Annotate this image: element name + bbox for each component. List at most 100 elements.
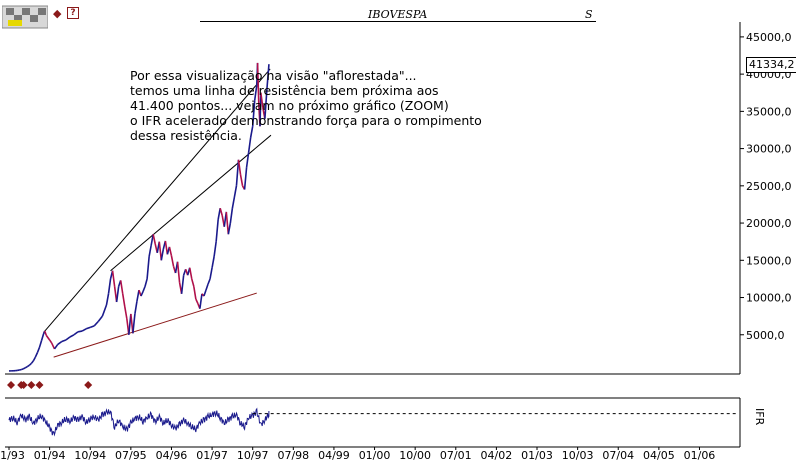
price-segment — [170, 255, 175, 267]
price-segment — [225, 211, 230, 235]
price-segment — [73, 331, 79, 336]
price-segment — [40, 333, 45, 341]
price-segment — [36, 347, 41, 353]
y-tick-label: 35000,0 — [746, 105, 792, 118]
price-segment — [219, 207, 224, 216]
signal-marker — [27, 381, 36, 389]
ifr-panel — [5, 397, 741, 447]
last-value-badge: 41334,2 — [746, 57, 796, 73]
price-segment — [38, 340, 43, 348]
price-segment — [168, 246, 173, 257]
price-segment — [247, 137, 252, 153]
signal-marker — [84, 381, 93, 389]
x-tick-label: 10/03 — [562, 449, 594, 461]
price-segment — [136, 289, 140, 302]
signal-marker — [7, 381, 16, 389]
x-tick-label: 10/00 — [399, 449, 431, 461]
price-segment — [142, 286, 146, 292]
price-segment — [243, 167, 248, 190]
chart-toolbar: ◆ ? — [0, 0, 110, 30]
price-segment — [217, 208, 221, 220]
x-tick-label: 04/02 — [481, 449, 513, 461]
support-line — [53, 292, 257, 358]
price-segment — [237, 159, 242, 175]
price-segment — [233, 185, 238, 198]
price-segment — [215, 219, 219, 242]
x-tick-label: 07/95 — [115, 449, 147, 461]
y-tick-label: 20000,0 — [746, 217, 792, 230]
price-segment — [235, 159, 240, 186]
x-tick-label: 04/05 — [643, 449, 675, 461]
price-segment — [34, 352, 39, 358]
price-segment — [203, 289, 207, 297]
price-segment — [266, 64, 270, 90]
y-tick-label: 30000,0 — [746, 143, 792, 156]
price-segment — [119, 280, 124, 294]
price-segment — [199, 293, 203, 309]
price-segment — [148, 245, 152, 257]
checkered-flag-icon[interactable] — [2, 2, 48, 30]
price-segment — [264, 88, 268, 119]
diamond-icon[interactable]: ◆ — [53, 7, 62, 20]
price-segment — [61, 339, 67, 343]
x-tick-label: 07/98 — [277, 449, 309, 461]
price-segment — [164, 240, 169, 255]
price-segment — [93, 320, 99, 327]
price-segment — [251, 100, 256, 127]
x-tick-label: 04/96 — [156, 449, 188, 461]
price-segment — [193, 286, 197, 300]
price-segment — [123, 306, 128, 319]
price-segment — [140, 291, 144, 297]
y-tick-label: 15000,0 — [746, 254, 792, 267]
x-tick-label: 07/04 — [602, 449, 634, 461]
price-segment — [152, 234, 157, 245]
x-tick-label: 10/94 — [74, 449, 106, 461]
price-segment — [195, 298, 199, 304]
trendline-layer — [43, 68, 272, 358]
x-tick-label: 01/93 — [0, 449, 25, 461]
price-segment — [111, 270, 116, 287]
price-segment — [160, 248, 165, 261]
price-segment — [134, 301, 138, 315]
y-tick-label: 10000,0 — [746, 292, 792, 305]
help-button[interactable]: ? — [67, 7, 79, 19]
ifr-line — [8, 407, 270, 437]
price-segment — [105, 293, 110, 306]
price-segment — [231, 196, 236, 209]
price-segment — [132, 313, 136, 334]
signal-marker — [19, 381, 28, 389]
chart-title: IBOVESPA — [368, 8, 428, 21]
price-segment — [65, 336, 71, 341]
axis-layer: 5000,0 10000,0 15000,0 20000,0 25000,0 30000,… — [0, 22, 792, 461]
price-segment — [249, 126, 254, 138]
x-tick-label: 01/00 — [359, 449, 391, 461]
price-segment — [57, 340, 63, 346]
period-label: S — [585, 8, 593, 21]
price-segment — [45, 335, 51, 341]
x-tick-label: 07/01 — [440, 449, 472, 461]
resistance-line — [110, 134, 272, 272]
chart-annotation: Por essa visualização na visão "aflorest… — [130, 68, 482, 143]
price-segment — [97, 315, 104, 322]
x-tick-label: 10/97 — [237, 449, 269, 461]
price-segment — [101, 304, 108, 317]
price-segment — [121, 293, 126, 307]
price-segment — [81, 328, 87, 332]
y-tick-label: 45000,0 — [746, 31, 792, 44]
price-segment — [207, 278, 211, 285]
x-tick-label: 01/97 — [196, 449, 228, 461]
price-segment — [209, 267, 213, 280]
price-segment — [253, 85, 258, 101]
price-segment — [245, 152, 250, 168]
price-segment — [115, 286, 120, 303]
price-segment — [69, 334, 75, 338]
resistance-line — [43, 68, 271, 333]
price-segment — [28, 362, 32, 366]
x-tick-label: 04/99 — [318, 449, 350, 461]
price-segment — [48, 339, 53, 344]
price-segment — [53, 343, 59, 350]
price-segment — [239, 174, 244, 186]
price-segment — [30, 360, 35, 364]
ifr-axis-label: IFR — [753, 408, 766, 426]
